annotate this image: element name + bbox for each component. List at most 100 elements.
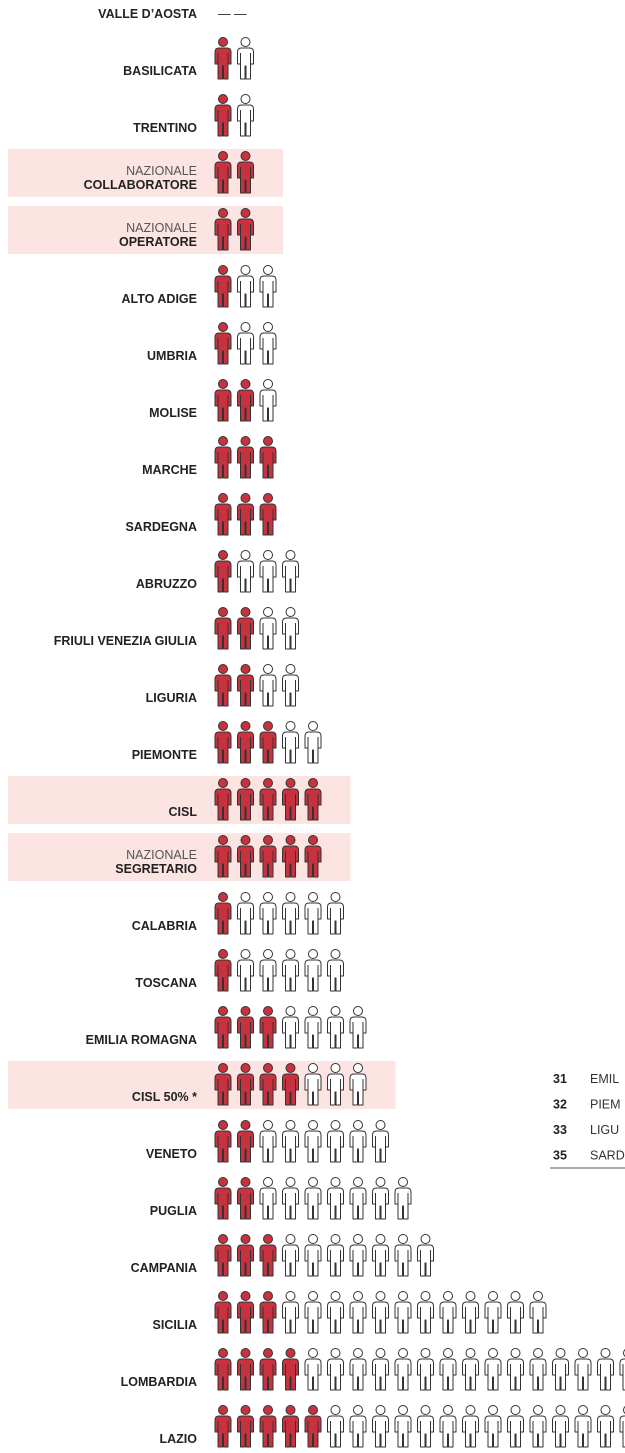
body (238, 504, 254, 535)
row-label: CAMPANIA (131, 1261, 197, 1275)
head (309, 1292, 318, 1301)
person-icon (620, 1349, 625, 1391)
head (309, 779, 318, 788)
head (286, 1121, 295, 1130)
head (241, 836, 250, 845)
person-icon (620, 1406, 625, 1448)
row-label: COLLABORATORE (84, 178, 197, 192)
body (508, 1302, 524, 1333)
body (260, 903, 276, 934)
head (264, 494, 273, 503)
body (283, 561, 299, 592)
head (219, 608, 228, 617)
person-icon (260, 950, 276, 992)
body (395, 1302, 411, 1333)
person-icon (283, 1235, 299, 1277)
person-icon (260, 1292, 276, 1334)
head (286, 551, 295, 560)
person-icon (260, 437, 276, 479)
person-icon (418, 1292, 434, 1334)
head (286, 836, 295, 845)
head (331, 1406, 340, 1415)
body (463, 1302, 479, 1333)
body (283, 1359, 299, 1390)
body (238, 105, 254, 136)
person-icon (238, 1349, 254, 1391)
body (260, 276, 276, 307)
person-icon (238, 893, 254, 935)
person-icon (215, 380, 231, 422)
person-icon (283, 608, 299, 650)
head (219, 1064, 228, 1073)
person-icon (328, 1007, 344, 1049)
person-icon (215, 1121, 231, 1163)
person-icon (305, 950, 321, 992)
body (305, 1245, 321, 1276)
rank-number: 31 (553, 1072, 567, 1086)
person-icon (485, 1349, 501, 1391)
body (215, 390, 231, 421)
head (376, 1349, 385, 1358)
head (219, 380, 228, 389)
head (309, 1406, 318, 1415)
person-icon (215, 665, 231, 707)
body (328, 1359, 344, 1390)
row-label: VALLE D’AOSTA (98, 7, 197, 21)
body (283, 1188, 299, 1219)
person-icon (238, 494, 254, 536)
head (241, 608, 250, 617)
person-icon (215, 722, 231, 764)
head (489, 1292, 498, 1301)
row-label: FRIULI VENEZIA GIULIA (54, 634, 197, 648)
row-label: MOLISE (149, 406, 197, 420)
row-label: OPERATORE (119, 235, 197, 249)
head (309, 1121, 318, 1130)
person-icon (215, 551, 231, 593)
person-icon (260, 608, 276, 650)
head (219, 209, 228, 218)
body (350, 1245, 366, 1276)
body (373, 1188, 389, 1219)
person-icon (238, 380, 254, 422)
body (283, 960, 299, 991)
person-icon (463, 1292, 479, 1334)
person-icon (350, 1007, 366, 1049)
head (601, 1349, 610, 1358)
head (264, 380, 273, 389)
body (598, 1359, 614, 1390)
head (466, 1349, 475, 1358)
body (283, 675, 299, 706)
person-icon (373, 1292, 389, 1334)
row-label: LIGURIA (146, 691, 197, 705)
row-label: CALABRIA (132, 919, 197, 933)
person-icon (238, 323, 254, 365)
head (286, 1178, 295, 1187)
person-icon (215, 323, 231, 365)
body (260, 732, 276, 763)
head (286, 665, 295, 674)
head (264, 665, 273, 674)
body (485, 1416, 501, 1447)
person-icon (238, 1406, 254, 1448)
body (215, 732, 231, 763)
body (283, 903, 299, 934)
head (489, 1349, 498, 1358)
head (444, 1349, 453, 1358)
person-icon (260, 494, 276, 536)
head (331, 1178, 340, 1187)
head (309, 1349, 318, 1358)
body (215, 903, 231, 934)
person-icon (260, 722, 276, 764)
head (511, 1406, 520, 1415)
person-icon (350, 1121, 366, 1163)
rank-name: PIEM (590, 1098, 621, 1112)
person-icon (373, 1406, 389, 1448)
head (264, 1349, 273, 1358)
person-icon (215, 950, 231, 992)
head (241, 38, 250, 47)
head (241, 1007, 250, 1016)
head (444, 1292, 453, 1301)
person-icon (305, 1121, 321, 1163)
person-icon (238, 266, 254, 308)
head (354, 1178, 363, 1187)
